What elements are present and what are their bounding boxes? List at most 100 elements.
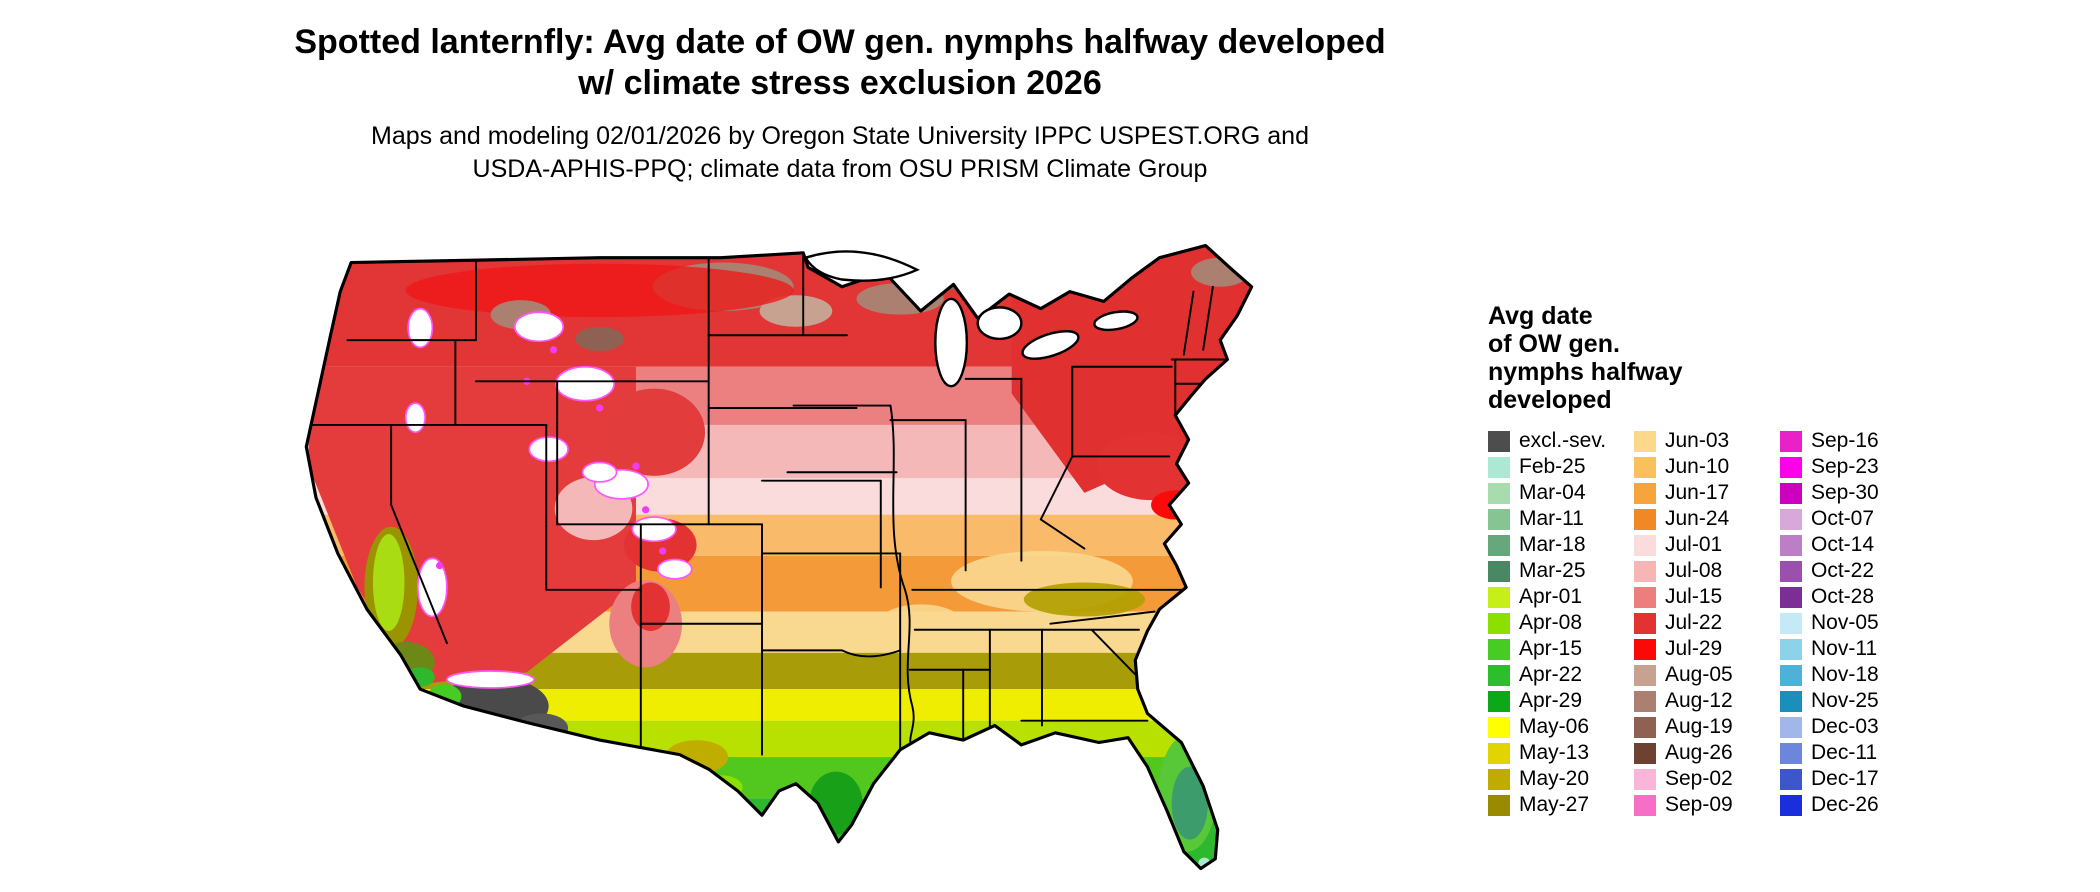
legend-entry: Jun-03 — [1634, 428, 1780, 454]
legend-swatch — [1488, 534, 1510, 556]
us-map-figure — [236, 222, 1448, 880]
legend-swatch — [1488, 742, 1510, 764]
legend-label: Oct-14 — [1811, 533, 1875, 556]
legend-swatch — [1634, 508, 1656, 530]
legend-label: Apr-22 — [1519, 663, 1583, 686]
legend-swatch — [1488, 716, 1510, 738]
legend-entry: Oct-14 — [1780, 532, 1926, 558]
legend-entry: Apr-08 — [1488, 610, 1634, 636]
lake-huron-icon — [976, 306, 1023, 341]
legend-entry: Jul-29 — [1634, 636, 1780, 662]
legend-label: Nov-25 — [1811, 689, 1879, 712]
legend-swatch — [1780, 638, 1802, 660]
legend-swatch — [1634, 794, 1656, 816]
legend-entry: Jul-01 — [1634, 532, 1780, 558]
legend-swatch — [1780, 534, 1802, 556]
legend-label: Apr-29 — [1519, 689, 1583, 712]
legend-entry: Dec-17 — [1780, 766, 1926, 792]
legend-entry: Feb-25 — [1488, 454, 1634, 480]
legend-entry: Aug-12 — [1634, 688, 1780, 714]
legend-swatch — [1488, 612, 1510, 634]
state-borders — [307, 251, 1226, 756]
legend-swatch — [1780, 716, 1802, 738]
legend-label: May-20 — [1519, 767, 1590, 790]
map-subtitle-line2: USDA-APHIS-PPQ; climate data from OSU PR… — [472, 155, 1208, 183]
legend-label: Oct-22 — [1811, 559, 1875, 582]
legend-swatch — [1634, 586, 1656, 608]
legend-swatch — [1634, 638, 1656, 660]
legend-swatch — [1634, 742, 1656, 764]
legend-label: Dec-17 — [1811, 767, 1879, 790]
map-subtitle-line1: Maps and modeling 02/01/2026 by Oregon S… — [371, 122, 1309, 150]
legend-entry: Sep-02 — [1634, 766, 1780, 792]
legend-label: Apr-15 — [1519, 637, 1583, 660]
lake-ontario-icon — [1093, 310, 1139, 332]
legend-entry: Jul-22 — [1634, 610, 1780, 636]
legend-entry: Jun-10 — [1634, 454, 1780, 480]
legend-label: Aug-19 — [1665, 715, 1733, 738]
legend-entry: Mar-04 — [1488, 480, 1634, 506]
legend-swatch — [1780, 508, 1802, 530]
lake-michigan-icon — [934, 297, 969, 388]
legend-swatch — [1488, 794, 1510, 816]
legend-label: Jun-24 — [1665, 507, 1730, 530]
legend-label: Mar-18 — [1519, 533, 1586, 556]
legend-swatch — [1634, 430, 1656, 452]
legend-swatch — [1488, 430, 1510, 452]
legend-swatch — [1634, 690, 1656, 712]
legend: Avg date of OW gen. nymphs halfway develope… — [1488, 302, 1958, 818]
map-title-line2: w/ climate stress exclusion 2026 — [578, 64, 1102, 103]
legend-swatch — [1780, 742, 1802, 764]
legend-swatch — [1488, 456, 1510, 478]
legend-entry: Apr-01 — [1488, 584, 1634, 610]
legend-entry: Aug-05 — [1634, 662, 1780, 688]
legend-title-line: Avg date — [1488, 302, 1593, 330]
legend-entry: Nov-11 — [1780, 636, 1926, 662]
legend-entry: May-27 — [1488, 792, 1634, 818]
legend-swatch — [1488, 586, 1510, 608]
legend-swatch — [1780, 456, 1802, 478]
legend-entry: May-13 — [1488, 740, 1634, 766]
legend-swatch — [1488, 638, 1510, 660]
legend-entry: Jun-17 — [1634, 480, 1780, 506]
legend-label: Sep-09 — [1665, 793, 1733, 816]
legend-entry: Nov-18 — [1780, 662, 1926, 688]
lake-erie-icon — [1021, 330, 1080, 360]
legend-entry: Jul-15 — [1634, 584, 1780, 610]
legend-swatch — [1488, 664, 1510, 686]
legend-label: Aug-26 — [1665, 741, 1733, 764]
legend-entry: Apr-29 — [1488, 688, 1634, 714]
map-subtitle: Maps and modeling 02/01/2026 by Oregon S… — [0, 120, 1680, 186]
legend-swatch — [1780, 560, 1802, 582]
legend-swatch — [1780, 586, 1802, 608]
legend-label: Jul-22 — [1665, 611, 1723, 634]
legend-columns: excl.-sev. Feb-25 Mar-04 Mar-11 Mar-18 Mar-25… — [1488, 428, 1958, 818]
legend-swatch — [1634, 456, 1656, 478]
legend-label: Nov-05 — [1811, 611, 1879, 634]
legend-title: Avg date of OW gen. nymphs halfway develope… — [1488, 302, 1958, 414]
legend-label: May-06 — [1519, 715, 1590, 738]
legend-entry: Aug-26 — [1634, 740, 1780, 766]
lake-superior-icon — [803, 250, 920, 282]
legend-label: Dec-03 — [1811, 715, 1879, 738]
legend-label: May-27 — [1519, 793, 1590, 816]
legend-label: Aug-12 — [1665, 689, 1733, 712]
legend-label: Jul-15 — [1665, 585, 1723, 608]
legend-label: Oct-07 — [1811, 507, 1875, 530]
legend-swatch — [1780, 612, 1802, 634]
us-outline — [304, 244, 1254, 871]
legend-entry: May-20 — [1488, 766, 1634, 792]
legend-label: Mar-04 — [1519, 481, 1586, 504]
legend-column: excl.-sev. Feb-25 Mar-04 Mar-11 Mar-18 Mar-25… — [1488, 428, 1634, 818]
map-choropleth — [306, 245, 1252, 869]
legend-swatch — [1780, 664, 1802, 686]
legend-entry: Jun-24 — [1634, 506, 1780, 532]
legend-label: Jun-17 — [1665, 481, 1730, 504]
legend-entry: Apr-15 — [1488, 636, 1634, 662]
us-map — [304, 244, 1254, 871]
legend-title-line: developed — [1488, 386, 1612, 414]
legend-entry: Oct-28 — [1780, 584, 1926, 610]
legend-entry: excl.-sev. — [1488, 428, 1634, 454]
map-title-line1: Spotted lanternfly: Avg date of OW gen. … — [294, 23, 1386, 61]
